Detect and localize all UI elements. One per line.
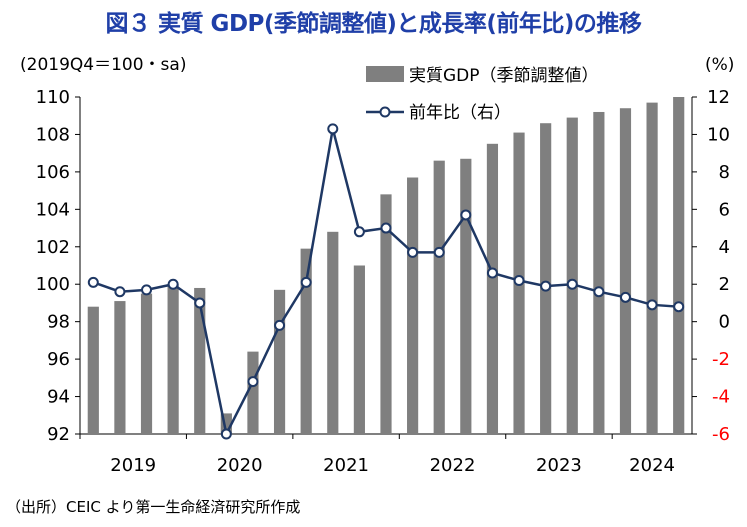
gdp-bar bbox=[433, 160, 445, 434]
gdp-bar bbox=[407, 177, 419, 434]
gdp-bar bbox=[194, 287, 206, 434]
growth-point bbox=[673, 301, 685, 313]
gdp-bar bbox=[380, 194, 392, 434]
source-note: （出所）CEIC より第一生命経済研究所作成 bbox=[6, 498, 301, 516]
legend-line-marker bbox=[379, 106, 391, 118]
right-tick-label: 6 bbox=[719, 199, 730, 220]
left-tick-label: 100 bbox=[36, 274, 70, 295]
left-tick-label: 96 bbox=[47, 349, 70, 370]
growth-point bbox=[460, 209, 472, 221]
gdp-bar bbox=[273, 289, 286, 434]
growth-point bbox=[540, 280, 552, 292]
growth-point bbox=[274, 319, 286, 331]
growth-point bbox=[300, 276, 312, 288]
legend-bar-swatch bbox=[366, 66, 404, 82]
right-tick-label: 10 bbox=[707, 124, 730, 145]
gdp-bar bbox=[87, 306, 99, 434]
x-tick-label: 2022 bbox=[430, 455, 476, 476]
gdp-bar bbox=[486, 143, 499, 435]
gdp-bar bbox=[353, 265, 365, 434]
growth-point bbox=[353, 226, 365, 238]
left-tick-label: 104 bbox=[36, 199, 70, 220]
growth-point bbox=[247, 376, 259, 388]
growth-point bbox=[566, 278, 578, 290]
x-tick-label: 2023 bbox=[536, 455, 582, 476]
gdp-bar bbox=[300, 248, 312, 434]
legend-bar-label: 実質GDP（季節調整値） bbox=[409, 66, 599, 86]
growth-point bbox=[87, 276, 99, 288]
gdp-bar bbox=[566, 117, 578, 434]
growth-point bbox=[593, 286, 605, 298]
growth-line bbox=[87, 123, 685, 440]
x-tick-label: 2021 bbox=[323, 455, 369, 476]
right-tick-label: 8 bbox=[719, 162, 730, 183]
growth-point bbox=[114, 286, 126, 298]
left-axis-label: (2019Q4＝100・sa) bbox=[20, 55, 186, 75]
gdp-bar bbox=[646, 102, 658, 434]
x-tick-label: 2020 bbox=[217, 455, 263, 476]
legend-line-label: 前年比（右） bbox=[409, 103, 511, 123]
gdp-bar bbox=[167, 284, 179, 434]
gdp-bar bbox=[247, 351, 259, 434]
left-tick-label: 92 bbox=[47, 424, 70, 445]
growth-point bbox=[486, 267, 498, 279]
left-tick-label: 94 bbox=[47, 387, 70, 408]
right-tick-label: -6 bbox=[712, 424, 730, 445]
growth-point bbox=[194, 297, 206, 309]
right-tick-label: 0 bbox=[719, 312, 730, 333]
gdp-bar bbox=[327, 231, 339, 434]
gdp-bar bbox=[114, 301, 126, 434]
growth-point bbox=[141, 284, 153, 296]
right-tick-label: 12 bbox=[707, 87, 730, 108]
right-tick-label: 4 bbox=[719, 237, 730, 258]
left-tick-label: 102 bbox=[36, 237, 70, 258]
x-tick-label: 2024 bbox=[629, 455, 675, 476]
growth-point bbox=[433, 246, 445, 258]
growth-point bbox=[167, 278, 179, 290]
growth-point bbox=[513, 274, 525, 286]
left-tick-label: 98 bbox=[47, 312, 70, 333]
growth-point bbox=[619, 291, 631, 303]
growth-point bbox=[220, 428, 232, 440]
right-tick-label: -2 bbox=[712, 349, 730, 370]
growth-point bbox=[646, 299, 658, 311]
gdp-bar bbox=[619, 108, 632, 434]
legend: 実質GDP（季節調整値） 前年比（右） bbox=[366, 66, 599, 123]
growth-point bbox=[380, 222, 392, 234]
growth-point bbox=[407, 246, 419, 258]
left-tick-label: 106 bbox=[36, 162, 70, 183]
gdp-bar bbox=[673, 97, 685, 434]
x-tick-label: 2019 bbox=[110, 455, 156, 476]
chart-title: 図３ 実質 GDP(季節調整値)と成長率(前年比)の推移 bbox=[105, 11, 642, 37]
gdp-bar bbox=[140, 293, 153, 434]
gdp-bar bbox=[540, 123, 552, 434]
gdp-bar bbox=[593, 111, 605, 434]
gdp-bars bbox=[87, 97, 685, 435]
growth-point bbox=[327, 123, 339, 135]
axes: 92 94 96 98 100 102 104 106 108 110 -6 -4 -2 0 2 4 6 8 10 1… bbox=[36, 87, 730, 476]
gdp-bar bbox=[220, 413, 232, 434]
right-tick-label: -4 bbox=[712, 387, 730, 408]
left-tick-label: 110 bbox=[36, 87, 70, 108]
left-tick-label: 108 bbox=[36, 124, 70, 145]
right-tick-label: 2 bbox=[719, 274, 730, 295]
right-axis-label: (%) bbox=[705, 55, 734, 75]
gdp-bar bbox=[460, 158, 472, 435]
